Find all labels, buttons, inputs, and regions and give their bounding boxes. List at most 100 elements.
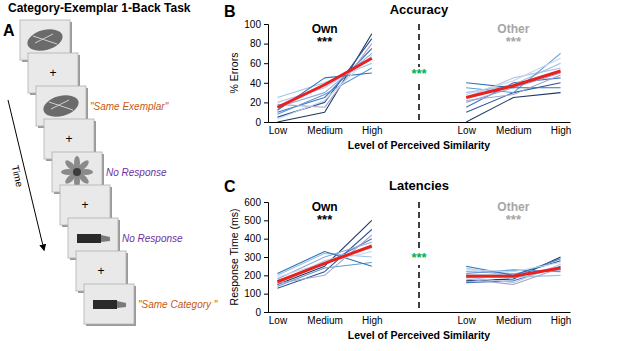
- x-tick: Medium: [496, 315, 532, 326]
- x-tick: High: [551, 315, 572, 326]
- subject-line: [277, 44, 560, 108]
- x-axis-line: [269, 122, 571, 123]
- x-axis-title: Level of Perceived Similarity: [348, 329, 491, 341]
- y-tick: 40: [250, 78, 268, 89]
- chart-title: Latencies: [389, 178, 449, 193]
- mean-line: [277, 58, 560, 107]
- subject-line: [277, 58, 560, 102]
- subject-line: [277, 230, 560, 289]
- plot-area: [277, 220, 560, 288]
- tick-label: 80: [250, 38, 262, 49]
- subject-line: [277, 55, 560, 119]
- x-tick: High: [551, 125, 572, 136]
- chart-panel: 0 100 200 300 400 500 600 Low Medium High Low Mediu…: [224, 178, 571, 341]
- tick-mark: [264, 102, 268, 103]
- x-tick: Low: [269, 125, 288, 136]
- tick-mark: [264, 257, 268, 258]
- x-tick: Low: [458, 125, 477, 136]
- y-tick: 300: [244, 252, 268, 263]
- shell-image: [25, 26, 65, 55]
- panel-a: ACategory-Exemplar 1-Back Task++++"Same …: [3, 1, 218, 326]
- tick-label: Medium: [496, 315, 532, 326]
- tick-mark: [264, 122, 268, 123]
- x-tick: Low: [458, 315, 477, 326]
- subject-line: [277, 39, 560, 117]
- lipstick-body: [77, 234, 101, 243]
- tick-label: 0: [255, 307, 261, 318]
- tick-label: Medium: [307, 125, 343, 136]
- lipstick-body: [93, 300, 117, 309]
- subject-line: [277, 242, 560, 279]
- tick-mark: [264, 294, 268, 295]
- tick-label: High: [551, 315, 572, 326]
- time-arrow: [8, 100, 44, 250]
- tick-label: High: [362, 315, 383, 326]
- y-tick: 200: [244, 270, 268, 281]
- response-label: No Response: [122, 233, 183, 244]
- tick-label: Medium: [307, 315, 343, 326]
- tick-mark: [264, 83, 268, 84]
- tick-mark: [264, 312, 268, 313]
- panel-letter: C: [224, 178, 236, 195]
- x-tick: High: [362, 125, 383, 136]
- tick-label: 500: [244, 215, 261, 226]
- x-axis-line: [269, 312, 571, 313]
- tick-mark: [264, 24, 268, 25]
- time-label: Time: [10, 164, 26, 188]
- tick-label: Low: [269, 125, 288, 136]
- y-axis-line: [264, 203, 269, 313]
- y-axis-title: Response Time (ms): [228, 209, 240, 306]
- y-tick: 100: [244, 19, 268, 30]
- x-axis-title: Level of Perceived Similarity: [348, 139, 491, 151]
- tick-mark: [264, 239, 268, 240]
- y-tick: 80: [250, 38, 268, 49]
- subject-line: [277, 53, 560, 107]
- chart-title: Accuracy: [390, 2, 449, 17]
- panel-letter: A: [3, 22, 15, 39]
- tick-mark: [264, 44, 268, 45]
- y-tick: 500: [244, 215, 268, 226]
- fixation-cross: +: [65, 132, 72, 146]
- x-tick: Medium: [496, 125, 532, 136]
- x-tick: Low: [269, 315, 288, 326]
- y-axis: 0 20 40 60 80 100: [244, 19, 268, 128]
- y-axis: 0 100 200 300 400 500 600: [244, 197, 268, 318]
- panel-letter: B: [224, 3, 236, 20]
- annotation: ***: [317, 212, 333, 227]
- tick-mark: [264, 202, 268, 203]
- fixation-cross: +: [97, 264, 104, 278]
- lipstick-tip: [101, 235, 110, 242]
- tick-mark: [264, 220, 268, 221]
- x-tick: Medium: [307, 125, 343, 136]
- tick-label: 40: [250, 78, 262, 89]
- y-tick: 600: [244, 197, 268, 208]
- diagram-title: Category-Exemplar 1-Back Task: [8, 1, 191, 15]
- tick-mark: [264, 63, 268, 64]
- figure: ACategory-Exemplar 1-Back Task++++"Same …: [0, 0, 617, 351]
- chart-panel: 0 20 40 60 80 100 Low Medium High Low Medium High Ac…: [224, 2, 571, 151]
- tick-label: 20: [250, 97, 262, 108]
- x-axis: Low Medium High Low Medium High: [269, 313, 572, 327]
- tick-label: Low: [458, 315, 477, 326]
- annotation-background: [407, 67, 431, 81]
- tick-label: 60: [250, 58, 262, 69]
- tick-label: 200: [244, 270, 261, 281]
- fixation-cross: +: [49, 66, 56, 80]
- y-tick: 20: [250, 97, 268, 108]
- tick-label: 400: [244, 233, 261, 244]
- tick-label: Low: [458, 125, 477, 136]
- y-tick: 100: [244, 288, 268, 299]
- shell-image: [41, 92, 81, 121]
- fixation-cross: +: [81, 198, 88, 212]
- annotation: ***: [506, 212, 522, 227]
- annotation: ***: [506, 34, 522, 49]
- subject-line: [277, 235, 560, 285]
- y-tick: 0: [255, 117, 268, 128]
- x-tick: Medium: [307, 315, 343, 326]
- flower-center: [73, 168, 81, 176]
- shell-ridges: [33, 34, 57, 44]
- tick-label: High: [362, 125, 383, 136]
- y-axis-line: [264, 25, 269, 123]
- annotation-background: [407, 251, 431, 265]
- tick-label: 100: [244, 288, 261, 299]
